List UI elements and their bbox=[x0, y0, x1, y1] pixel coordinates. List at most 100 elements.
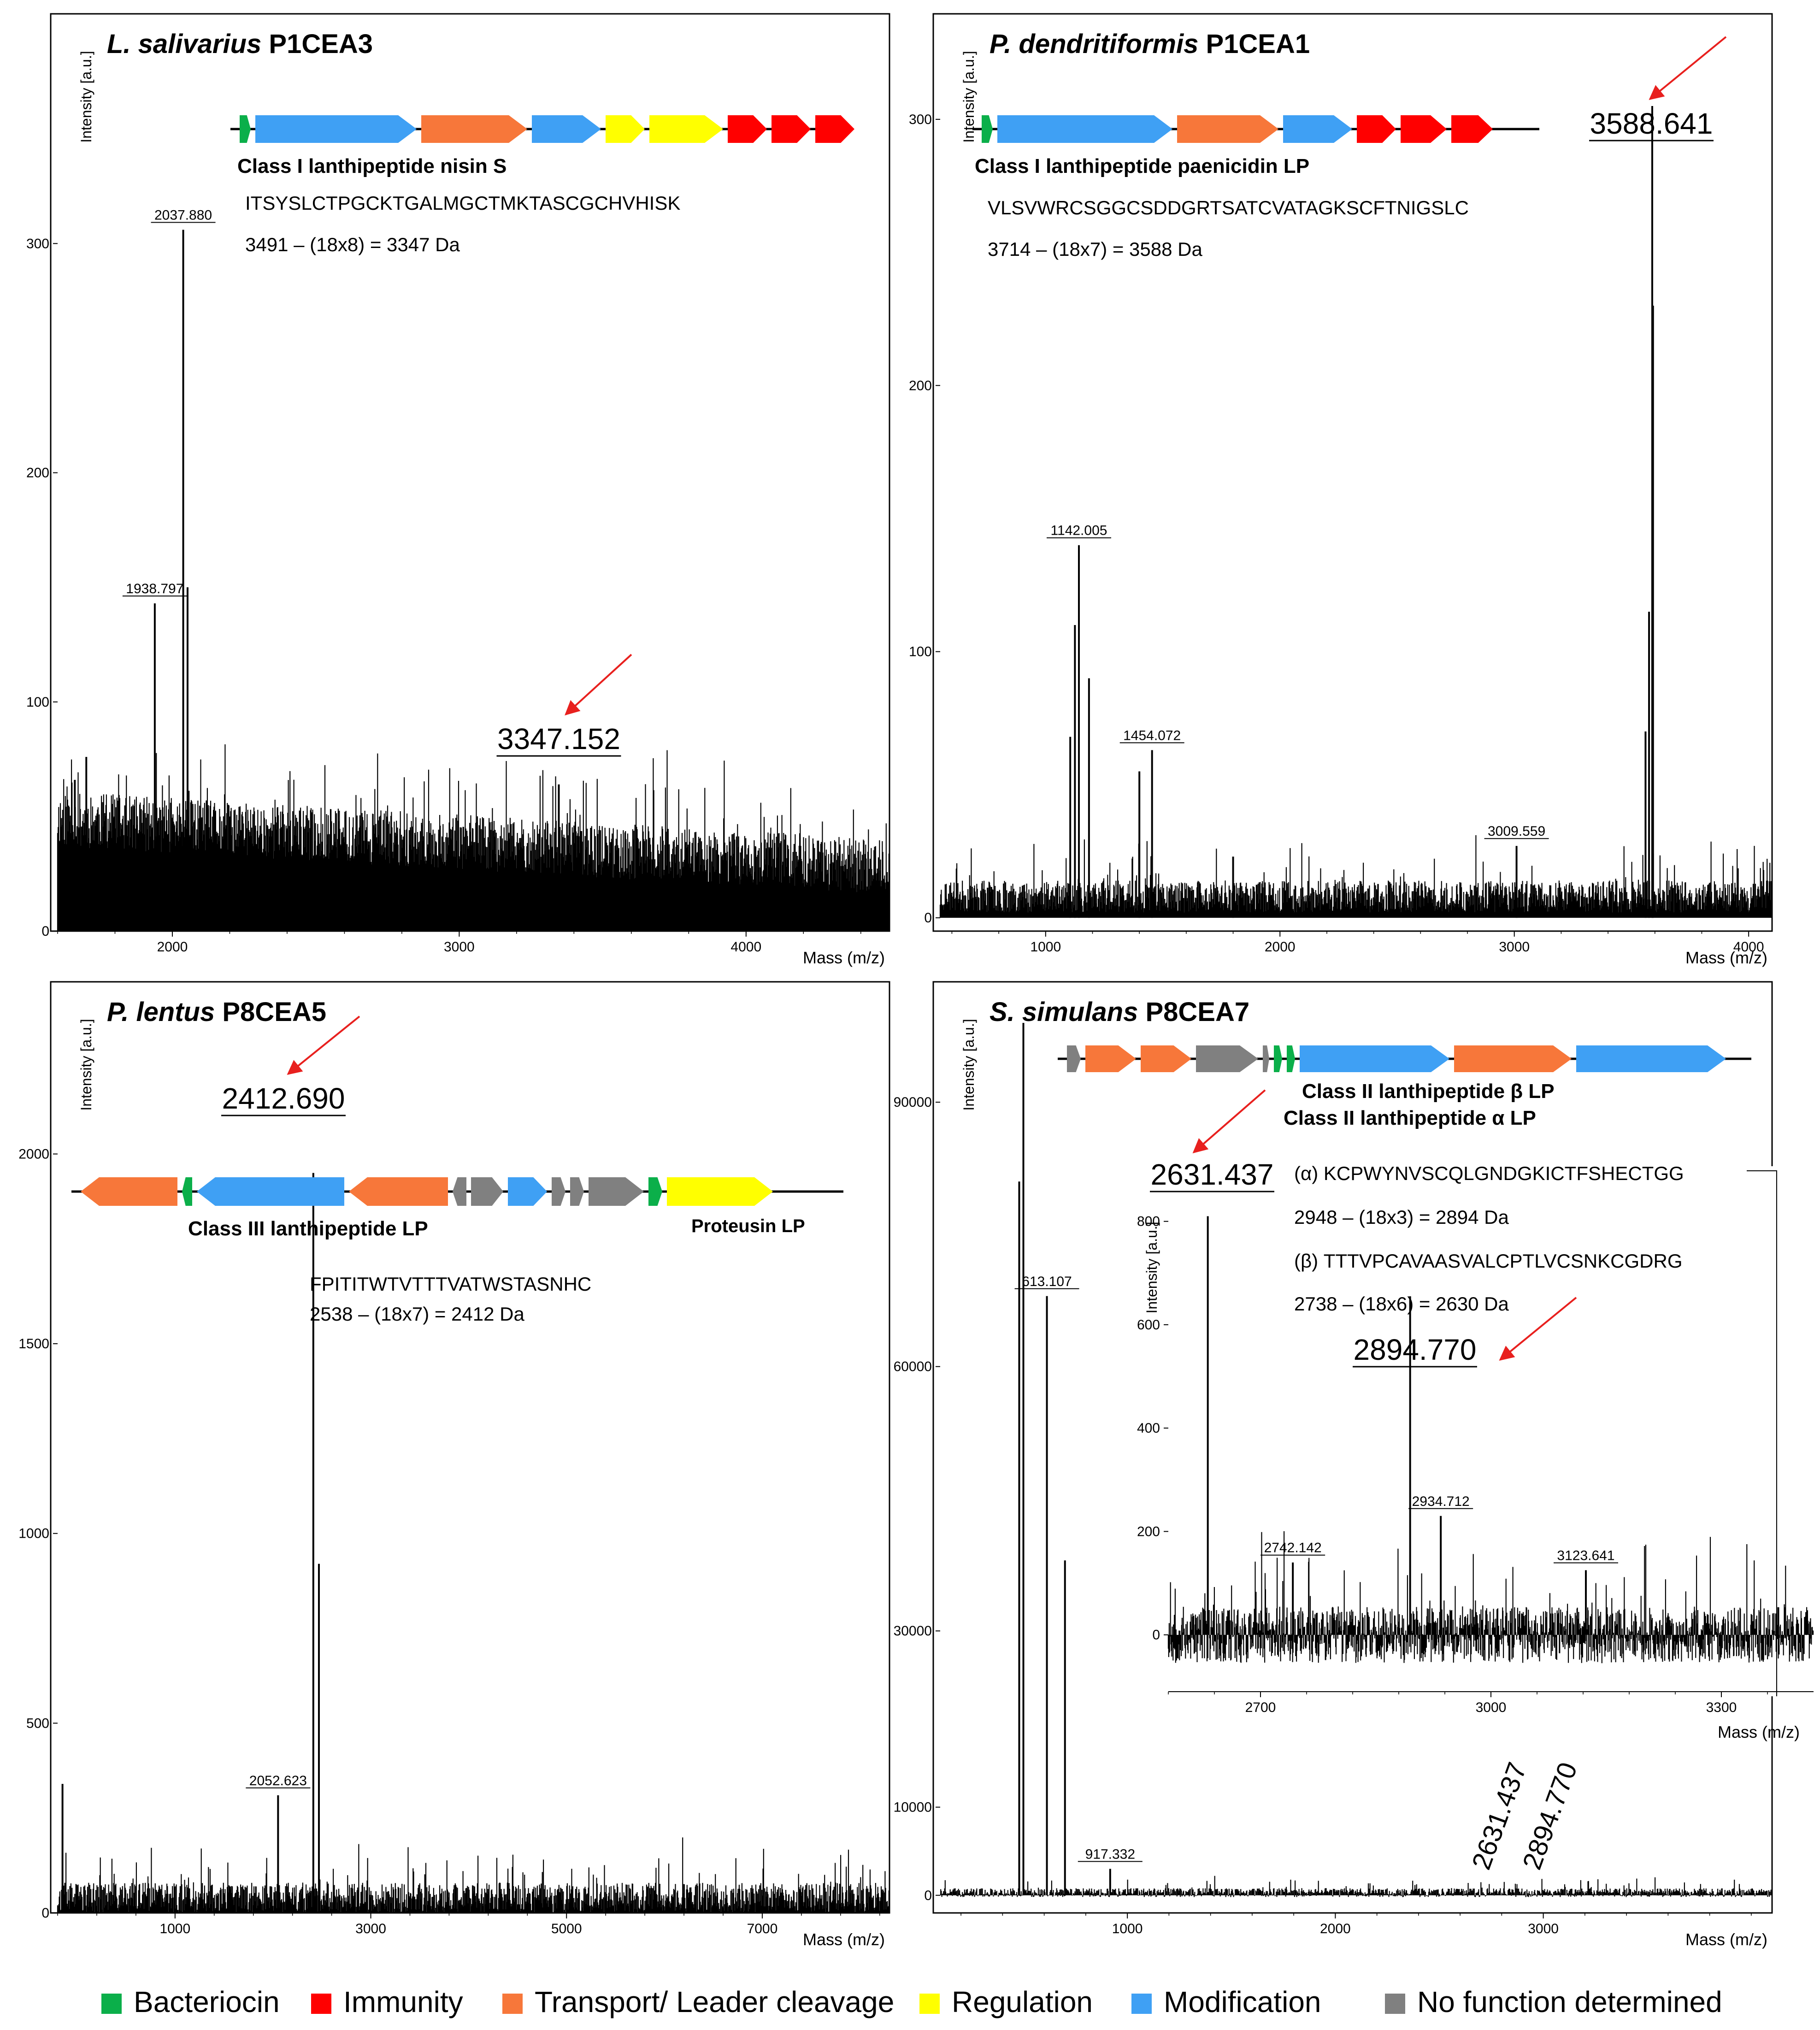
legend-swatch-transport bbox=[502, 1994, 523, 2014]
spectrum-C-peak-label: 2052.623 bbox=[249, 1773, 307, 1788]
mass-calculation: 2538 – (18x7) = 2412 Da bbox=[310, 1303, 524, 1325]
inset-spectrum-noise bbox=[1167, 1531, 1814, 1664]
inset-callout-1: 2631.437 bbox=[1151, 1158, 1274, 1191]
callout-mass: 2412.690 bbox=[222, 1082, 345, 1115]
cluster-A-gene-immunity bbox=[728, 115, 767, 143]
spectrum-A-xtick-label: 3000 bbox=[444, 939, 475, 955]
panel-title-species: L. salivarius bbox=[107, 29, 261, 59]
panel-title: L. salivarius P1CEA3 bbox=[107, 29, 373, 59]
spectrum-B-noise bbox=[939, 835, 1772, 918]
mass-calculation: 3714 – (18x7) = 3588 Da bbox=[988, 238, 1202, 260]
inset-spectrum-peak-label: 3123.641 bbox=[1557, 1548, 1614, 1564]
inset-spectrum-peak-label: 2742.142 bbox=[1264, 1540, 1322, 1556]
inset: 2742.142 2934.712 3123.641 2700 3000 3300 0 200… bbox=[1137, 1089, 1814, 1741]
panel-frame bbox=[50, 981, 890, 1914]
spectrum-B-ytick-label: 100 bbox=[909, 644, 932, 660]
inset-border bbox=[1747, 1170, 1777, 1696]
spectrum-D-ytick-label: 10000 bbox=[894, 1800, 932, 1815]
legend-label-bacteriocin: Bacteriocin bbox=[134, 1985, 280, 2018]
peptide-sequence: VLSVWRCSGGCSDDGRTSATCVATAGKSCFTNIGSLC bbox=[988, 197, 1469, 218]
cluster-C-gene-transport bbox=[81, 1177, 177, 1206]
inset-spectrum-peak-label: 2934.712 bbox=[1412, 1494, 1470, 1509]
inset-spectrum-ytick-label: 800 bbox=[1137, 1214, 1160, 1229]
panel-B: P. dendritiformis P1CEA1 Intensity [a.u.]… bbox=[909, 13, 1773, 967]
spectrum-D-xtick-label: 1000 bbox=[1112, 1921, 1143, 1936]
spectrum-D-xtick-label: 2000 bbox=[1320, 1921, 1351, 1936]
panel-A: L. salivarius P1CEA3 Intensity [a.u.] Mass… bbox=[26, 13, 890, 967]
spectrum-A-xtick-label: 4000 bbox=[730, 939, 761, 955]
cluster-D-gene-bacteriocin bbox=[1287, 1045, 1295, 1072]
inset-spectrum-ytick-label: 0 bbox=[1152, 1628, 1160, 1643]
spectrum-C-xtick-label: 1000 bbox=[159, 1921, 190, 1936]
cluster-A-gene-immunity bbox=[772, 115, 811, 143]
cluster-A-gene-regulation bbox=[649, 115, 723, 143]
x-axis-label: Mass (m/z) bbox=[1685, 948, 1767, 967]
y-axis-label: Intensity [a.u.] bbox=[960, 51, 977, 142]
spectrum-B-peak-label: 1454.072 bbox=[1123, 728, 1181, 743]
cluster-A-gene-bacteriocin bbox=[240, 115, 251, 143]
spectrum-B-peak-label: 3009.559 bbox=[1488, 824, 1545, 839]
spectrum-C-ytick-label: 1000 bbox=[18, 1526, 49, 1541]
beta-sequence: (β) TTTVPCAVAASVALCPTLVCSNKCGDRG bbox=[1294, 1250, 1683, 1272]
cluster-D-gene-transport bbox=[1085, 1045, 1136, 1072]
y-axis-label: Intensity [a.u.] bbox=[78, 1019, 94, 1110]
spectrum-A-xtick-label: 2000 bbox=[157, 939, 188, 955]
spectrum-C-ytick-label: 2000 bbox=[18, 1146, 49, 1162]
cluster-C-gene-no_function bbox=[552, 1177, 565, 1206]
cluster-B-gene-immunity bbox=[1357, 115, 1396, 143]
cluster-D-gene-no_function bbox=[1196, 1045, 1258, 1072]
inset-spectrum-ytick-label: 400 bbox=[1137, 1421, 1160, 1436]
spectrum-B-xtick-label: 3000 bbox=[1499, 939, 1530, 955]
cluster-C-gene-modification bbox=[197, 1177, 344, 1206]
spectrum-B-ytick-label: 200 bbox=[909, 378, 932, 393]
cluster-C-gene-no_function bbox=[570, 1177, 584, 1206]
cluster-C-gene-no_function bbox=[471, 1177, 503, 1206]
panel-title: P. dendritiformis P1CEA1 bbox=[990, 29, 1310, 59]
cluster-A-gene-transport bbox=[421, 115, 527, 143]
cluster-D-gene-modification bbox=[1300, 1045, 1449, 1072]
spectrum-D-xtick-label: 3000 bbox=[1528, 1921, 1559, 1936]
legend-label-modification: Modification bbox=[1164, 1985, 1321, 2018]
mass-calculation: 3491 – (18x8) = 3347 Da bbox=[245, 234, 460, 255]
spectrum-D-peak-label: 917.332 bbox=[1085, 1847, 1135, 1862]
peptide-sequence: ITSYSLCTPGCKTGALMGCTMKTASCGCHVHISK bbox=[245, 192, 680, 214]
cluster-C-gene-bacteriocin bbox=[648, 1177, 662, 1206]
cluster-D-gene-modification bbox=[1576, 1045, 1726, 1072]
legend-swatch-immunity bbox=[311, 1994, 331, 2014]
panel-title-strain: P8CEA5 bbox=[215, 997, 326, 1027]
cluster-label: Class II lanthipeptide β LP bbox=[1302, 1080, 1555, 1103]
cluster-A-gene-immunity bbox=[815, 115, 854, 143]
panel-D: S. simulans P8CEA7 Intensity [a.u.] Mass (… bbox=[894, 981, 1814, 1949]
cluster-C-gene-regulation bbox=[667, 1177, 773, 1206]
cluster-B-gene-immunity bbox=[1451, 115, 1493, 143]
cluster-C-gene-no_function bbox=[453, 1177, 466, 1206]
cluster-B-gene-bacteriocin bbox=[982, 115, 993, 143]
legend-label-no_function: No function determined bbox=[1417, 1985, 1722, 2018]
spectrum-D-peak-label: 613.107 bbox=[1022, 1274, 1072, 1289]
spectrum-D-ytick-label: 90000 bbox=[894, 1095, 932, 1110]
cluster-label: Class III lanthipeptide LP bbox=[188, 1217, 428, 1240]
x-axis-label: Mass (m/z) bbox=[803, 1930, 885, 1949]
inset-background bbox=[1166, 1166, 1811, 1696]
spectrum-B-xtick-label: 1000 bbox=[1030, 939, 1061, 955]
cluster-D-gene-transport bbox=[1141, 1045, 1191, 1072]
spectrum-B-xtick-label: 2000 bbox=[1265, 939, 1296, 955]
cluster-D-gene-transport bbox=[1454, 1045, 1572, 1072]
cluster-D-gene-bacteriocin bbox=[1274, 1045, 1282, 1072]
panel-title: P. lentus P8CEA5 bbox=[107, 997, 326, 1027]
legend-swatch-modification bbox=[1131, 1994, 1152, 2014]
legend-swatch-regulation bbox=[919, 1994, 940, 2014]
spectrum-B-peak-label: 1142.005 bbox=[1051, 523, 1107, 538]
cluster-A-gene-modification bbox=[255, 115, 417, 143]
spectrum-A-ytick-label: 200 bbox=[26, 466, 49, 481]
legend-label-regulation: Regulation bbox=[952, 1985, 1093, 2018]
x-axis-label: Mass (m/z) bbox=[803, 948, 885, 967]
legend-label-transport: Transport/ Leader cleavage bbox=[535, 1985, 894, 2018]
alpha-sequence: (α) KCPWYNVSCQLGNDGKICTFSHECTGG bbox=[1294, 1163, 1684, 1184]
cluster-C-gene-transport bbox=[349, 1177, 448, 1206]
inset-x-label: Mass (m/z) bbox=[1718, 1723, 1800, 1741]
cluster-B-gene-transport bbox=[1177, 115, 1278, 143]
legend-swatch-no_function bbox=[1385, 1994, 1405, 2014]
peptide-sequence: FPITITWTVTTTVATWSTASNHC bbox=[310, 1273, 591, 1295]
